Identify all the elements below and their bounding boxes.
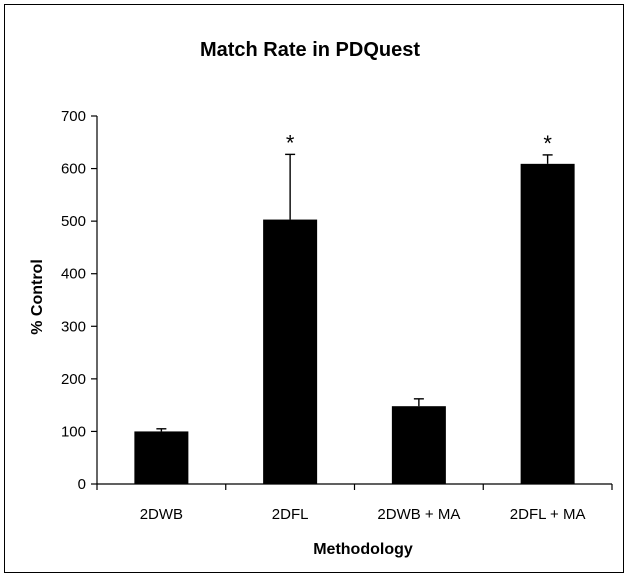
bar-2dwb-ma [391, 406, 446, 484]
x-axis: 2DWB 2DFL 2DWB + MA 2DFL + MA [96, 483, 613, 523]
significance-marker: * [286, 130, 295, 155]
y-tick-label: 100 [61, 423, 86, 440]
significance-marker: * [543, 131, 552, 156]
y-tick-label: 500 [61, 213, 86, 230]
x-tick-label: 2DWB + MA [377, 506, 460, 523]
chart-title: Match Rate in PDQuest [200, 39, 420, 61]
y-tick-label: 0 [78, 476, 86, 493]
y-tick-label: 400 [61, 266, 86, 283]
bar-2dwb [134, 431, 189, 484]
y-axis-label: % Control [29, 259, 46, 335]
x-tick-label: 2DWB [140, 506, 183, 523]
y-axis: 0 100 200 300 400 500 600 700 [61, 108, 98, 493]
x-axis-label: Methodology [313, 541, 413, 558]
y-tick-label: 200 [61, 371, 86, 388]
y-tick-label: 600 [61, 161, 86, 178]
bars: * * [134, 130, 575, 484]
y-tick-label: 300 [61, 318, 86, 335]
bar-2dfl [263, 219, 318, 484]
x-tick-label: 2DFL + MA [510, 506, 586, 523]
x-tick-label: 2DFL [272, 506, 309, 523]
bar-2dfl-ma [520, 163, 575, 484]
y-tick-label: 700 [61, 108, 86, 125]
